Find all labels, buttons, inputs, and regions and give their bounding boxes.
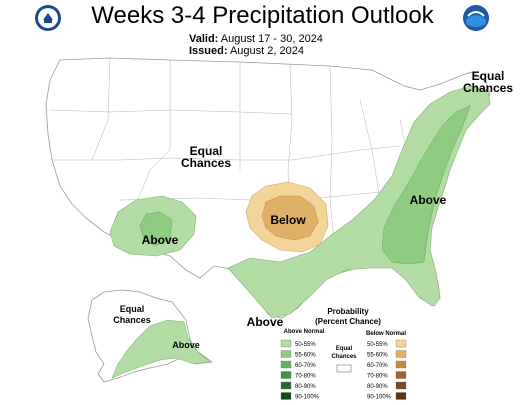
legend-above-swatch bbox=[280, 360, 292, 369]
legend-above-header: Above Normal bbox=[284, 329, 325, 335]
equal-chances-ne-label-1: Equal bbox=[472, 69, 505, 83]
legend-below-swatch bbox=[395, 392, 407, 400]
issued-line: Issued: August 2, 2024 bbox=[189, 45, 304, 57]
page-title: Weeks 3-4 Precipitation Outlook bbox=[91, 2, 434, 29]
above-east-label: Above bbox=[410, 193, 447, 207]
equal-chances-alaska-label-2: Chances bbox=[113, 315, 151, 325]
commerce-seal-icon bbox=[35, 5, 61, 31]
noaa-logo-icon bbox=[463, 5, 489, 31]
legend-below-header: Below Normal bbox=[366, 331, 406, 337]
legend-below-label: 70-80% bbox=[367, 374, 388, 380]
legend-below-swatch bbox=[395, 371, 407, 379]
legend-title-2: (Percent Chance) bbox=[315, 317, 381, 326]
valid-label: Valid: bbox=[189, 33, 219, 45]
legend-below-swatch bbox=[395, 350, 407, 358]
legend-above-label: 60-70% bbox=[295, 363, 316, 369]
legend-above-label: 55-60% bbox=[295, 353, 316, 359]
legend-below-label: 50-55% bbox=[367, 342, 388, 348]
above-gulf-label: Above bbox=[247, 315, 284, 329]
legend-above-label: 80-90% bbox=[295, 384, 316, 390]
below-central-core bbox=[261, 195, 319, 241]
legend: Probability (Percent Chance) Above Norma… bbox=[280, 307, 407, 401]
legend-above-swatch bbox=[280, 350, 292, 358]
legend-above-label: 50-55% bbox=[295, 342, 316, 348]
legend-above-label: 70-80% bbox=[295, 374, 316, 380]
legend-above-swatch bbox=[280, 381, 292, 390]
legend-below-label: 55-60% bbox=[367, 353, 388, 359]
legend-title-1: Probability bbox=[327, 307, 369, 316]
above-east-core bbox=[381, 105, 471, 265]
legend-above-swatch bbox=[280, 339, 292, 348]
above-southwest-core bbox=[139, 211, 173, 247]
legend-below-label: 80-90% bbox=[367, 384, 388, 390]
legend-below-swatch bbox=[395, 360, 407, 369]
legend-above-swatch bbox=[280, 371, 292, 379]
above-southwest-label: Above bbox=[142, 233, 179, 247]
equal-chances-central-label-2: Chances bbox=[181, 156, 231, 170]
legend-above-label: 90-100% bbox=[295, 395, 320, 401]
above-alaska-region bbox=[111, 319, 211, 379]
legend-below-swatch bbox=[395, 339, 407, 348]
legend-equal-label-1: Equal bbox=[336, 346, 353, 352]
equal-chances-ne-label-2: Chances bbox=[463, 81, 513, 95]
equal-chances-alaska-label-1: Equal bbox=[120, 304, 145, 314]
above-alaska-label: Above bbox=[172, 340, 200, 350]
equal-chances-central-label-1: Equal bbox=[190, 144, 223, 158]
legend-below-label: 60-70% bbox=[367, 363, 388, 369]
legend-below-label: 90-100% bbox=[367, 395, 392, 401]
valid-line: Valid: August 17 - 30, 2024 bbox=[189, 33, 323, 45]
legend-equal-swatch bbox=[336, 364, 352, 373]
legend-equal-label-2: Chances bbox=[331, 354, 357, 360]
below-central-label: Below bbox=[270, 213, 306, 227]
issued-value: August 2, 2024 bbox=[229, 45, 304, 57]
legend-below-swatch bbox=[395, 381, 407, 390]
legend-above-swatch bbox=[280, 392, 292, 400]
issued-label: Issued: bbox=[189, 45, 228, 57]
valid-value: August 17 - 30, 2024 bbox=[220, 33, 323, 45]
